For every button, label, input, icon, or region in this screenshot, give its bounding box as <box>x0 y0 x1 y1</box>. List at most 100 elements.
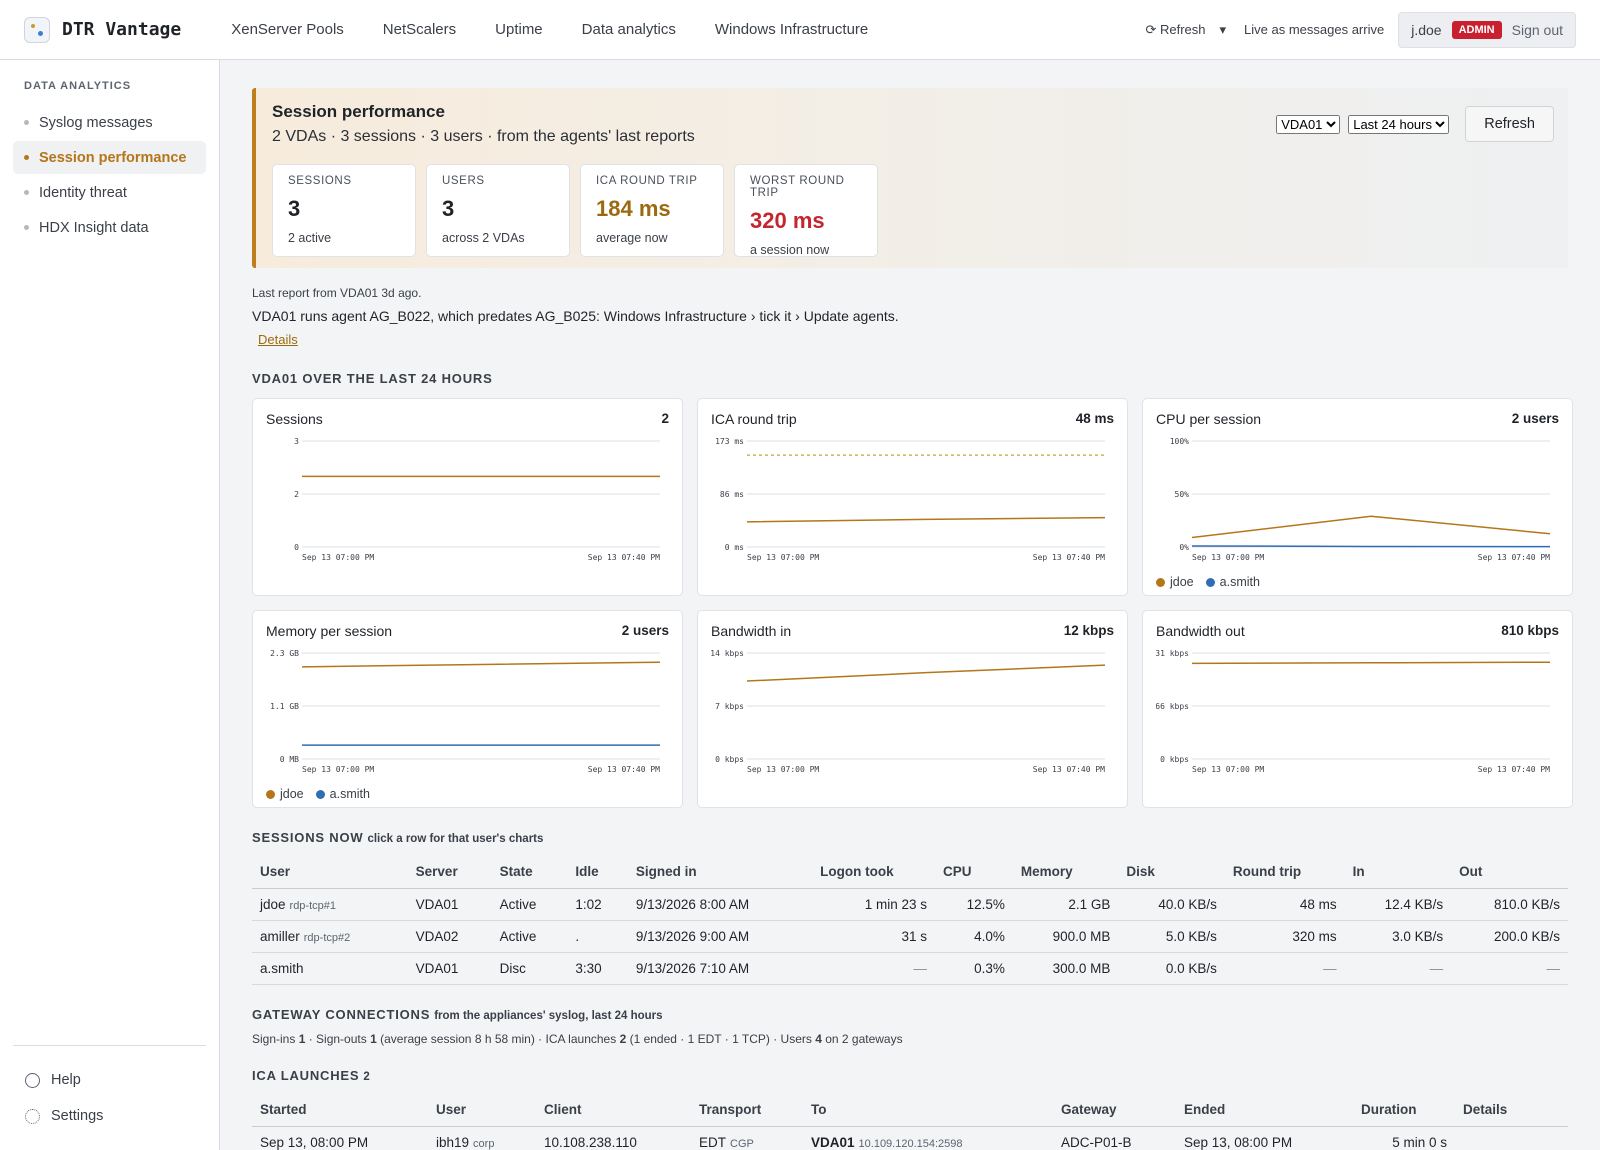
cell: 48 ms <box>1224 888 1345 921</box>
chart-title: ICA round trip <box>711 411 797 427</box>
filter-select[interactable]: Last 24 hours <box>1348 114 1450 134</box>
column-header: Transport <box>691 1093 803 1127</box>
y-tick-label: 50% <box>1175 490 1190 499</box>
sidebar-item[interactable]: Session performance <box>13 141 206 174</box>
stat-label: USERS <box>442 175 485 187</box>
chart-current: 2 users <box>621 623 669 638</box>
stat-label: WORST ROUND TRIP <box>750 175 845 199</box>
notice-message: VDA01 runs agent AG_B022, which predates… <box>252 308 899 324</box>
y-tick-label: 2.3 GB <box>270 649 299 658</box>
refresh-button[interactable]: ⟳ Refresh <box>1145 21 1206 37</box>
user-name: amiller <box>260 929 300 944</box>
x-tick-label: Sep 13 07:00 PM <box>1192 765 1264 774</box>
nav-link[interactable]: NetScalers <box>382 21 457 38</box>
nav-link[interactable]: Data analytics <box>581 21 676 38</box>
brand: DTR Vantage <box>62 19 182 40</box>
refresh-button[interactable]: Refresh <box>1465 106 1554 142</box>
cell: VDA01 10.109.120.154:2598 <box>803 1126 1053 1150</box>
section-hint: click a row for that user's charts <box>367 833 544 845</box>
cell: 1 min 23 s <box>812 888 936 921</box>
column-header: Gateway <box>1053 1093 1176 1127</box>
legend-label: a.smith <box>329 787 370 801</box>
footer-label: Help <box>51 1072 81 1088</box>
footer-label: Settings <box>51 1108 104 1124</box>
target-host: VDA01 <box>811 1135 855 1150</box>
footer-item[interactable]: Settings <box>13 1098 206 1134</box>
legend: jdoe a.smith <box>1156 575 1559 589</box>
column-header: Details <box>1455 1093 1568 1127</box>
column-header: Client <box>536 1093 691 1127</box>
session-row[interactable]: a.smith VDA01 Disc 3:30 9/13/2026 7:10 AM —0.… <box>252 952 1568 985</box>
session-tag: rdp-tcp#2 <box>303 932 351 944</box>
launches-table: Started User Client Transport To Gateway Ended… <box>252 1093 1568 1150</box>
x-tick-label: Sep 13 07:00 PM <box>302 765 374 774</box>
page-title: Session performance <box>272 102 445 121</box>
stat-note: a session now <box>750 243 830 257</box>
legend-item: a.smith <box>1205 575 1260 589</box>
stat-row: SESSIONS 3 2 active USERS 3 across 2 VDAs ICA … <box>272 164 1554 257</box>
cell: 31 s <box>812 920 936 953</box>
stat-card: USERS 3 across 2 VDAs <box>426 164 570 257</box>
cell: ibh19 corp <box>428 1126 536 1150</box>
x-tick-label: Sep 13 07:00 PM <box>302 553 374 562</box>
y-tick-label: 7 kbps <box>715 702 744 711</box>
section-heading: VDA01 OVER THE LAST 24 HOURS <box>252 371 493 386</box>
chart-header: Bandwidth in 12 kbps <box>711 623 1114 639</box>
cell: Active <box>491 888 568 921</box>
summary-count: 4 <box>815 1032 822 1046</box>
column-header: State <box>491 855 568 889</box>
chart-card: Bandwidth out 810 kbps 0 kbps 466 kbps 931 k… <box>1142 610 1573 808</box>
chart: 0 ms 86 ms 173 ms Sep 13 07:00 PM Sep 13 07:… <box>715 437 1105 562</box>
x-tick-label: Sep 13 07:00 PM <box>747 765 819 774</box>
table-body: jdoe rdp-tcp#1 VDA01 Active 1:02 9/13/2026 8:… <box>252 888 1568 985</box>
cell: Sep 13, 08:00 PM <box>252 1126 428 1150</box>
cell: 200.0 KB/s <box>1451 920 1568 953</box>
y-tick-label: 3 <box>294 437 299 446</box>
bullet <box>24 225 29 230</box>
cell-text: ibh19 <box>436 1135 470 1150</box>
y-tick-label: 0 kbps <box>1160 755 1189 764</box>
section-hint: from the appliances' syslog, last 24 hou… <box>434 1010 663 1022</box>
column-header: Started <box>252 1093 428 1127</box>
x-tick-label: Sep 13 07:40 PM <box>1478 765 1550 774</box>
bullet <box>24 190 29 195</box>
sidebar-item[interactable]: Syslog messages <box>13 106 206 139</box>
cell: 0.3% <box>935 952 1013 985</box>
filter-select[interactable]: VDA01 <box>1276 114 1341 134</box>
series-line <box>1191 515 1551 539</box>
y-tick-label: 0 <box>294 543 299 552</box>
user-cell: a.smith <box>252 952 408 985</box>
cell-text: Sep 13, 08:00 PM <box>1184 1135 1293 1150</box>
stat-value: 184 ms <box>596 196 671 221</box>
x-tick-label: Sep 13 07:40 PM <box>1478 553 1550 562</box>
nav-link[interactable]: Uptime <box>495 21 543 38</box>
cell: 0.0 KB/s <box>1118 952 1225 985</box>
header-row: Started User Client Transport To Gateway Ended… <box>252 1093 1568 1127</box>
legend-swatch <box>266 789 275 799</box>
session-row[interactable]: jdoe rdp-tcp#1 VDA01 Active 1:02 9/13/2026 8:… <box>252 888 1568 921</box>
chart-current: 48 ms <box>1075 411 1114 426</box>
cell: 3.0 KB/s <box>1344 920 1452 953</box>
chart-header: Memory per session 2 users <box>266 623 669 639</box>
refresh-menu[interactable]: ▾ <box>1219 21 1227 37</box>
legend-label: a.smith <box>1219 575 1260 589</box>
sidebar-item[interactable]: Identity threat <box>13 176 206 209</box>
legend-item: a.smith <box>315 787 370 801</box>
nav-link[interactable]: Windows Infrastructure <box>714 21 869 38</box>
session-row[interactable]: amiller rdp-tcp#2 VDA02 Active. 9/13/2026 9:… <box>252 920 1568 953</box>
y-tick-label: 100% <box>1170 437 1189 446</box>
nav-link[interactable]: XenServer Pools <box>231 21 344 38</box>
details-link[interactable]: Details <box>258 332 298 347</box>
y-tick-label: 14 kbps <box>711 649 744 658</box>
stat-card: WORST ROUND TRIP 320 ms a session now <box>734 164 878 257</box>
summary-text: · Sign-outs <box>305 1032 371 1046</box>
sidebar-item[interactable]: HDX Insight data <box>13 211 206 244</box>
legend-item: jdoe <box>266 787 304 801</box>
table-body: Sep 13, 08:00 PM ibh19 corp 10.108.238.110 E… <box>252 1126 1568 1150</box>
footer-item[interactable]: Help <box>13 1062 206 1098</box>
legend-label: jdoe <box>280 787 304 801</box>
sign-out[interactable]: Sign out <box>1511 21 1563 38</box>
legend-label: jdoe <box>1170 575 1194 589</box>
cell: 3:30 <box>567 952 628 985</box>
cell: 300.0 MB <box>1012 952 1119 985</box>
